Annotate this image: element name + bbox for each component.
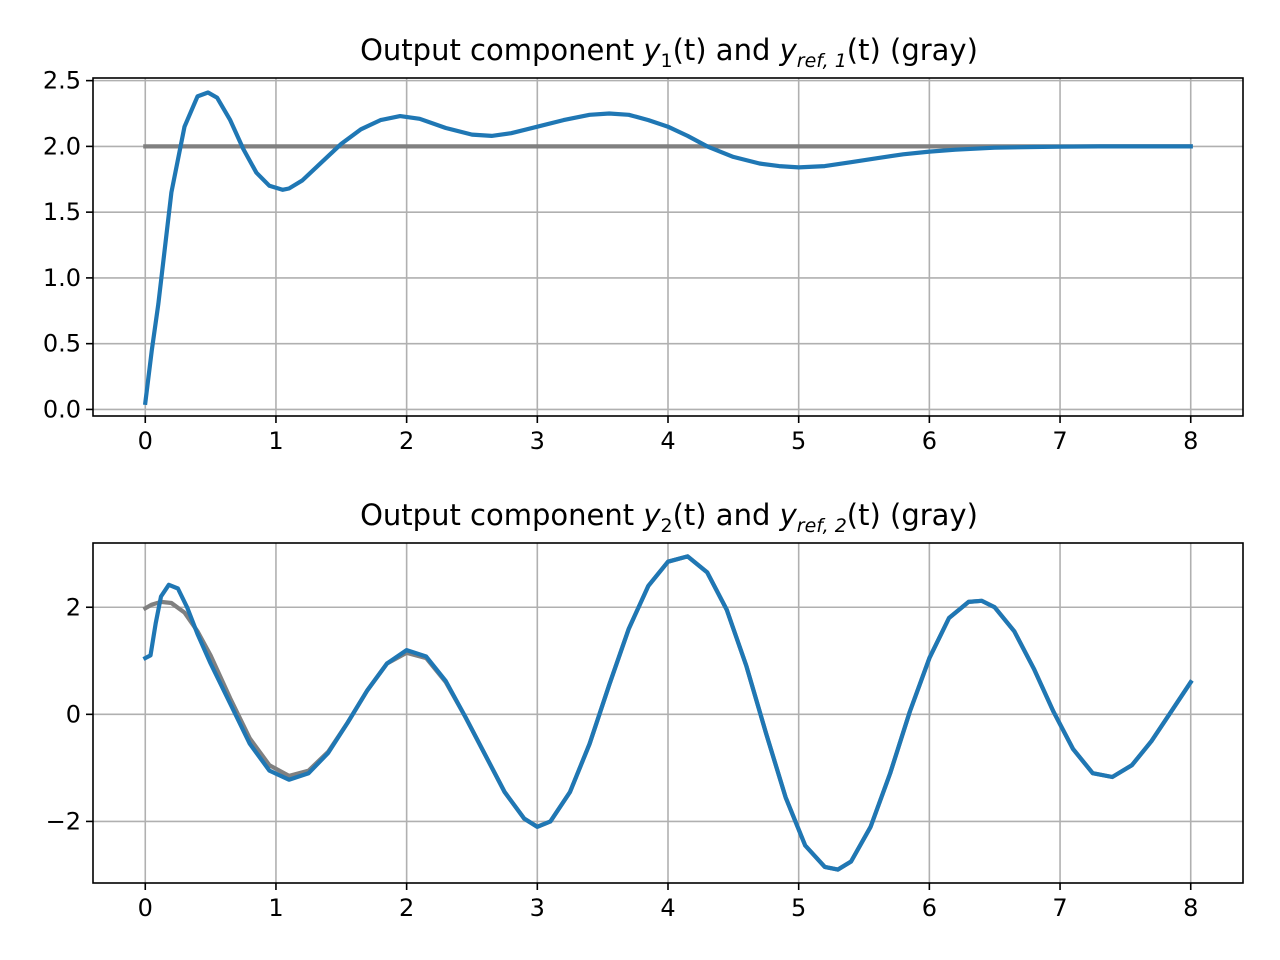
x-tick-label: 8	[1183, 894, 1198, 922]
x-tick-label: 5	[791, 427, 806, 455]
x-tick-label: 4	[660, 894, 675, 922]
ticks-y1: 0 1 2 3 4 5 6 7 8 0.0 0.5 1.0 1.5 2.0 2.5	[43, 67, 1199, 455]
x-tick-label: 3	[530, 894, 545, 922]
x-tick-label: 2	[399, 894, 414, 922]
series-line-output-y2	[142, 554, 1194, 872]
x-tick-label: 1	[268, 894, 283, 922]
x-tick-label: 6	[922, 427, 937, 455]
x-tick-label: 0	[138, 427, 153, 455]
x-tick-label: 0	[138, 894, 153, 922]
x-tick-label: 7	[1052, 894, 1067, 922]
y-tick-label: 0.0	[43, 395, 81, 423]
x-tick-label: 2	[399, 427, 414, 455]
y-tick-label: −2	[46, 807, 81, 835]
ticks-y2: 0 1 2 3 4 5 6 7 8 −2 0 2	[46, 593, 1199, 922]
y-tick-label: 0.5	[43, 330, 81, 358]
subplot-title-y2: Output component y2(t) and yref, 2(t) (g…	[360, 498, 978, 537]
series-layer-y1	[142, 90, 1193, 406]
series-layer-y2	[142, 554, 1194, 872]
subplot-y1: Output component y1(t) and yref, 1(t) (g…	[43, 33, 1244, 455]
subplot-y2: Output component y2(t) and yref, 2(t) (g…	[46, 498, 1244, 922]
x-tick-label: 5	[791, 894, 806, 922]
series-line-output-y1	[142, 90, 1193, 406]
x-tick-label: 1	[268, 427, 283, 455]
y-tick-label: 2.5	[43, 67, 81, 95]
x-tick-label: 6	[922, 894, 937, 922]
x-tick-label: 7	[1052, 427, 1067, 455]
x-tick-label: 3	[530, 427, 545, 455]
subplot-title-y1: Output component y1(t) and yref, 1(t) (g…	[360, 33, 978, 72]
x-tick-label: 8	[1183, 427, 1198, 455]
y-tick-label: 1.5	[43, 198, 81, 226]
y-tick-label: 2	[66, 593, 81, 621]
y-tick-label: 2.0	[43, 132, 81, 160]
grid-y2	[93, 543, 1243, 883]
y-tick-label: 0	[66, 700, 81, 728]
y-tick-label: 1.0	[43, 264, 81, 292]
x-tick-label: 4	[660, 427, 675, 455]
